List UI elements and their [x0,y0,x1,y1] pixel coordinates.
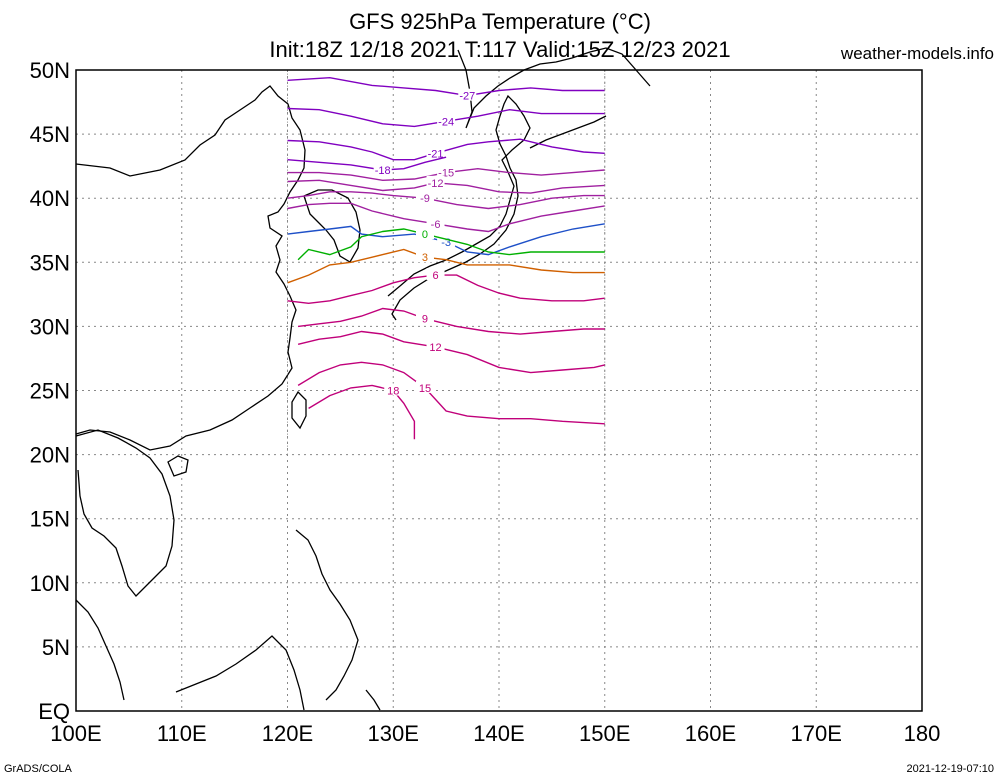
coastline-japan [387,94,531,321]
coastline-korea [303,189,361,263]
coastline-taiwan [291,390,307,430]
contour-line [298,307,605,335]
lon-tick-label: 120E [262,721,313,746]
grid-lines [76,70,922,711]
contour-line [308,384,416,440]
lon-tick-label: 180 [904,721,941,746]
lat-tick-label: 40N [30,186,70,211]
contour-label-bg [426,268,445,281]
contour-label: -12 [428,178,444,190]
data-domain-boundary [287,70,606,455]
contour-label-bg [426,146,445,159]
footer-left-label: GrADS/COLA [4,763,72,775]
coastline-hainan [167,455,189,477]
lon-tick-label: 160E [685,721,736,746]
coastlines [75,47,651,711]
lon-tick-label: 110E [157,721,207,746]
contour-line [287,248,605,284]
contour-label-bg [437,165,456,178]
contour-line [287,156,447,171]
lat-tick-label: 50N [30,58,70,83]
lon-tick-label: 150E [579,721,630,746]
contour-label-bg [384,383,403,396]
lat-tick-label: 10N [30,571,70,596]
contour-line [297,330,605,374]
coastline-malay [75,599,125,701]
contour-label-bg [437,114,456,127]
lat-tick-label: 30N [30,314,70,339]
contour-label: 3 [422,252,428,264]
contour-label-bg [426,216,445,229]
lat-tick-label: EQ [38,699,70,724]
contour-label: -27 [459,91,475,103]
contour-label-bg [415,311,434,324]
contour-line [287,76,605,97]
footer-right-label: 2021-12-19-07:10 [906,763,994,775]
contour-label: -3 [441,237,451,249]
contour-line [287,138,605,161]
contour-label: 12 [429,342,441,354]
lat-tick-label: 15N [30,507,70,532]
coastline-indochina [75,429,175,597]
contour-label-bg [373,162,392,175]
contour-label-bg [415,191,434,204]
contour-label: -21 [428,148,444,160]
lon-tick-label: 140E [473,721,524,746]
contour-label: 15 [419,383,431,395]
coastline-borneo [175,635,305,711]
contour-label: 9 [422,314,428,326]
site-label: weather-models.info [840,44,994,63]
contour-label-bg [415,250,434,263]
lon-tick-label: 130E [368,721,419,746]
contour-label-bg [458,88,477,101]
axis-ticks: 100E 110E 120E 130E 140E 150E 160E 170E 180EQ5N1… [30,58,941,746]
contour-label-bg [415,227,434,240]
coastline-asia-north [75,85,306,451]
contour-label: -6 [431,219,441,231]
contour-label: 6 [432,270,438,282]
lat-tick-label: 20N [30,443,70,468]
coastline-kuril-islands [529,115,607,149]
contour-label: -24 [438,116,454,128]
map-frame [75,69,923,712]
contour-label: -18 [375,165,391,177]
lat-tick-label: 5N [42,635,70,660]
contour-line [287,202,605,233]
coastline-philippines [295,529,359,701]
contour-line [287,274,605,305]
chart-subtitle: Init:18Z 12/18 2021 T:117 Valid:15Z 12/2… [269,37,731,62]
lat-tick-label: 25N [30,379,70,404]
contour-label-bg [415,380,434,393]
lon-tick-label: 100E [50,721,101,746]
contour-label-bg [426,175,445,188]
contour-label: 0 [422,229,428,241]
coastline-sakhalin-kuril [457,47,651,129]
contour-label: 18 [387,386,399,398]
lat-tick-label: 35N [30,250,70,275]
contour-label: -9 [420,193,430,205]
lon-tick-label: 170E [791,721,842,746]
contour-label-bg [426,339,445,352]
lat-tick-label: 45N [30,122,70,147]
contour-line [287,191,605,210]
coastline-sulawesi [365,689,381,711]
contour-line [297,361,605,425]
chart-title: GFS 925hPa Temperature (°C) [349,9,651,34]
